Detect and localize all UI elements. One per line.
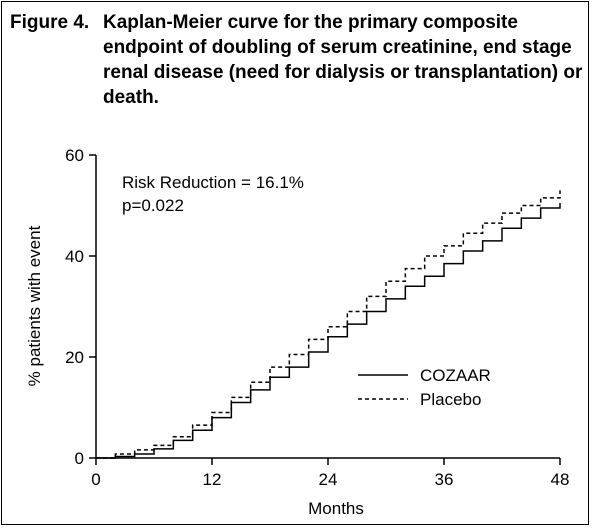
figure-label: Figure 4. [10,12,90,33]
y-tick-label: 40 [65,247,84,266]
legend: COZAAR Placebo [358,366,491,409]
legend-label-cozaar: COZAAR [420,366,491,385]
y-tick-label: 60 [65,146,84,165]
legend-label-placebo: Placebo [420,390,481,409]
p-value-annotation: p=0.022 [122,196,184,215]
x-tick-label: 36 [435,470,454,489]
x-tick-label: 0 [91,470,100,489]
y-tick-label: 0 [75,449,84,468]
x-axis-label: Months [308,499,364,518]
y-tick-label: 20 [65,348,84,367]
risk-reduction-annotation: Risk Reduction = 16.1% [122,173,304,192]
figure-title: Kaplan-Meier curve for the primary compo… [103,12,583,108]
x-tick-label: 12 [203,470,222,489]
curves [96,190,561,459]
x-tick-label: 24 [319,470,338,489]
ticks: 0 12 24 36 48 0 20 40 60 [65,146,569,489]
x-tick-label: 48 [551,470,570,489]
km-curve-placebo [96,190,561,459]
y-axis-label: % patients with event [25,225,44,386]
